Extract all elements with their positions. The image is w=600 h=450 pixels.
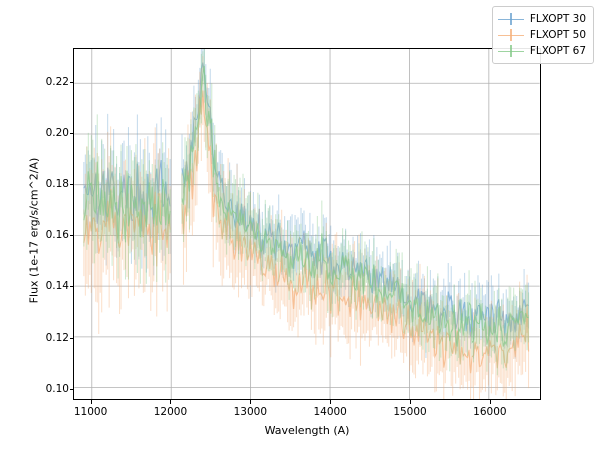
y-tick-label: 0.16 <box>45 229 69 242</box>
spectrum-data <box>83 49 530 399</box>
y-tick-mark <box>69 286 73 288</box>
x-tick-mark <box>489 400 491 404</box>
x-tick-mark <box>250 400 252 404</box>
y-tick-label: 0.18 <box>45 178 69 191</box>
legend-label: FLXOPT 30 <box>529 13 586 25</box>
y-tick-label: 0.12 <box>45 331 69 344</box>
legend-errorbar-icon <box>497 11 524 27</box>
legend-errorbar-icon <box>497 43 524 59</box>
legend-errorbar-icon <box>497 27 524 43</box>
legend-entry[interactable]: FLXOPT 67 <box>497 43 586 59</box>
x-axis-label: Wavelength (A) <box>264 424 350 437</box>
x-tick-label: 15000 <box>393 406 427 418</box>
series-flxopt-67 <box>83 49 530 376</box>
x-tick-label: 16000 <box>473 406 507 418</box>
y-tick-mark <box>69 184 73 186</box>
legend-label: FLXOPT 50 <box>529 29 586 41</box>
series-line <box>83 65 529 347</box>
y-tick-mark <box>69 133 73 135</box>
x-tick-label: 11000 <box>73 406 108 418</box>
x-tick-mark <box>330 400 332 404</box>
y-tick-mark <box>69 337 73 339</box>
x-tick-label: 13000 <box>233 406 267 418</box>
series-error-bars <box>83 56 530 399</box>
y-tick-label: 0.14 <box>45 280 69 293</box>
y-tick-label: 0.10 <box>45 382 69 395</box>
plot-area <box>73 48 541 400</box>
y-axis-label: Flux (1e-17 erg/s/cm^2/A) <box>27 157 41 304</box>
x-tick-label: 12000 <box>153 406 188 418</box>
y-tick-mark <box>69 388 73 390</box>
legend-label: FLXOPT 67 <box>529 45 586 57</box>
series-error-bars <box>83 49 530 376</box>
legend-entry[interactable]: FLXOPT 50 <box>497 27 586 43</box>
x-tick-mark <box>90 400 92 404</box>
legend: FLXOPT 30 FLXOPT 50 FLXOPT 67 <box>491 6 594 64</box>
x-tick-mark <box>410 400 412 404</box>
y-tick-mark <box>69 235 73 237</box>
grid-lines <box>74 49 540 399</box>
y-tick-label: 0.20 <box>45 127 69 140</box>
x-tick-label: 14000 <box>313 406 347 418</box>
legend-entry[interactable]: FLXOPT 30 <box>497 11 586 27</box>
y-tick-label: 0.22 <box>45 76 69 89</box>
series-line <box>83 62 529 340</box>
x-tick-mark <box>170 400 172 404</box>
y-tick-mark <box>69 82 73 84</box>
